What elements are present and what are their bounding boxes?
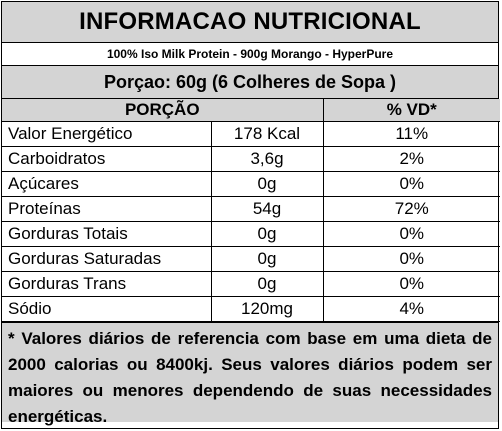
nutrient-vd: 0% bbox=[322, 271, 500, 297]
daily-values-footnote: * Valores diários de referencia com base… bbox=[2, 322, 498, 426]
table-row: Valor Energético 178 Kcal 11% bbox=[2, 121, 500, 147]
nutrient-quantity: 0g bbox=[210, 246, 324, 272]
nutrient-name: Carboidratos bbox=[2, 146, 212, 172]
table-row: Gorduras Saturadas 0g 0% bbox=[2, 246, 500, 272]
nutrition-table: PORÇÃO % VD* Valor Energético 178 Kcal 1… bbox=[2, 99, 500, 322]
portion-size: Porçao: 60g (6 Colheres de Sopa ) bbox=[2, 66, 498, 99]
table-row: Gorduras Totais 0g 0% bbox=[2, 221, 500, 247]
nutrient-name: Sódio bbox=[2, 296, 212, 322]
table-row: Sódio 120mg 4% bbox=[2, 296, 500, 322]
nutrient-name: Valor Energético bbox=[2, 121, 212, 147]
nutrient-name: Proteínas bbox=[2, 196, 212, 222]
nutrient-quantity: 0g bbox=[210, 221, 324, 247]
table-row: Açúcares 0g 0% bbox=[2, 171, 500, 197]
nutrient-vd: 4% bbox=[322, 296, 500, 322]
table-row: Gorduras Trans 0g 0% bbox=[2, 271, 500, 297]
table-header-row: PORÇÃO % VD* bbox=[2, 99, 500, 122]
nutrient-vd: 0% bbox=[322, 171, 500, 197]
nutrient-name: Açúcares bbox=[2, 171, 212, 197]
nutrient-vd: 0% bbox=[322, 246, 500, 272]
nutrient-quantity: 120mg bbox=[210, 296, 324, 322]
nutrient-quantity: 0g bbox=[210, 171, 324, 197]
product-name: 100% Iso Milk Protein - 900g Morango - H… bbox=[2, 43, 498, 66]
nutrient-quantity: 0g bbox=[210, 271, 324, 297]
header-vd: % VD* bbox=[322, 99, 500, 122]
nutrient-vd: 2% bbox=[322, 146, 500, 172]
table-row: Carboidratos 3,6g 2% bbox=[2, 146, 500, 172]
nutrient-name: Gorduras Saturadas bbox=[2, 246, 212, 272]
header-portion: PORÇÃO bbox=[2, 99, 324, 122]
nutrient-name: Gorduras Trans bbox=[2, 271, 212, 297]
nutrient-vd: 72% bbox=[322, 196, 500, 222]
table-row: Proteínas 54g 72% bbox=[2, 196, 500, 222]
nutrient-quantity: 3,6g bbox=[210, 146, 324, 172]
label-title: INFORMACAO NUTRICIONAL bbox=[2, 2, 498, 43]
nutrient-vd: 11% bbox=[322, 121, 500, 147]
nutrient-name: Gorduras Totais bbox=[2, 221, 212, 247]
nutrient-quantity: 178 Kcal bbox=[210, 121, 324, 147]
nutrient-vd: 0% bbox=[322, 221, 500, 247]
nutrient-quantity: 54g bbox=[210, 196, 324, 222]
